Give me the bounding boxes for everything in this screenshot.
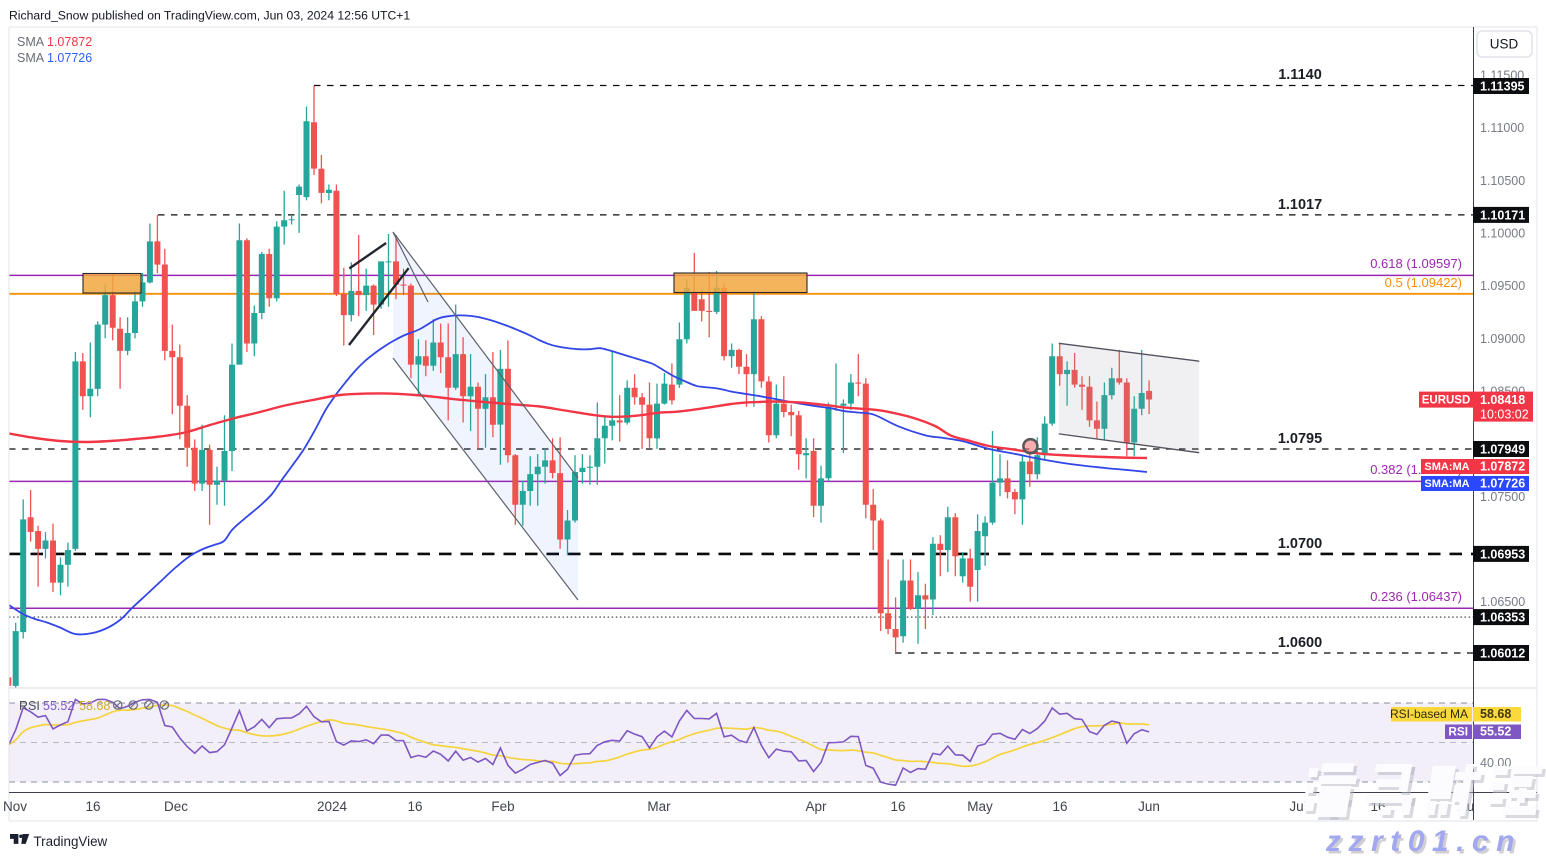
svg-text:1.10171: 1.10171 [1480, 208, 1525, 222]
svg-text:RSI-based MA: RSI-based MA [1390, 707, 1468, 721]
svg-text:Mar: Mar [647, 799, 671, 814]
svg-text:10:03:02: 10:03:02 [1480, 408, 1529, 422]
svg-text:1.06953: 1.06953 [1480, 547, 1525, 561]
svg-text:16: 16 [85, 799, 100, 814]
svg-text:1.07872: 1.07872 [47, 35, 92, 49]
svg-text:58.68: 58.68 [1480, 707, 1511, 721]
svg-text:Apr: Apr [805, 799, 827, 814]
svg-text:0.618 (1.09597): 0.618 (1.09597) [1370, 256, 1462, 271]
svg-text:SMA:MA: SMA:MA [1424, 478, 1469, 490]
svg-text:2024: 2024 [317, 799, 348, 814]
svg-text:USD: USD [1490, 37, 1519, 52]
svg-text:55.52: 55.52 [43, 699, 74, 713]
svg-text:zzrt01.cn: zzrt01.cn [1325, 825, 1522, 857]
svg-text:16: 16 [1052, 799, 1067, 814]
svg-text:1.10000: 1.10000 [1480, 226, 1525, 240]
svg-text:1.06500: 1.06500 [1480, 595, 1525, 609]
svg-text:Richard_Snow published on Trad: Richard_Snow published on TradingView.co… [9, 9, 410, 23]
svg-text:1.09000: 1.09000 [1480, 332, 1525, 346]
svg-text:58.68: 58.68 [79, 699, 110, 713]
svg-text:zzrt01.cn: zzrt01.cn [1328, 828, 1525, 858]
svg-text:1.0795: 1.0795 [1278, 431, 1322, 447]
svg-text:SMA:MA: SMA:MA [1424, 461, 1469, 473]
svg-text:RSI: RSI [19, 699, 40, 713]
svg-text:TradingView: TradingView [34, 834, 108, 849]
svg-text:1.06353: 1.06353 [1480, 611, 1525, 625]
svg-text:Dec: Dec [164, 799, 188, 814]
svg-text:0.5 (1.09422): 0.5 (1.09422) [1385, 275, 1462, 290]
svg-text:1.09500: 1.09500 [1480, 279, 1525, 293]
svg-text:1.0600: 1.0600 [1278, 635, 1322, 651]
svg-text:1.07949: 1.07949 [1480, 443, 1525, 457]
svg-text:55.52: 55.52 [1480, 725, 1511, 739]
svg-text:1.07726: 1.07726 [1480, 477, 1525, 491]
svg-text:16: 16 [407, 799, 422, 814]
svg-text:0.236 (1.06437): 0.236 (1.06437) [1370, 589, 1462, 604]
svg-text:Jul: Jul [1289, 799, 1306, 814]
svg-text:1.1017: 1.1017 [1278, 197, 1322, 213]
svg-text:Nov: Nov [3, 799, 27, 814]
svg-text:EURUSD: EURUSD [1422, 395, 1471, 407]
svg-text:1.0700: 1.0700 [1278, 536, 1322, 552]
svg-text:1.07500: 1.07500 [1480, 490, 1525, 504]
svg-text:SMA: SMA [17, 35, 45, 49]
svg-text:1.1140: 1.1140 [1278, 67, 1322, 83]
svg-text:May: May [967, 799, 993, 814]
svg-text:Feb: Feb [491, 799, 514, 814]
svg-text:1.07872: 1.07872 [1480, 460, 1525, 474]
svg-text:RSI: RSI [1448, 725, 1468, 739]
svg-text:1.11000: 1.11000 [1480, 121, 1524, 135]
svg-text:Jun: Jun [1138, 799, 1160, 814]
svg-text:1.06012: 1.06012 [1480, 647, 1525, 661]
svg-text:1.10500: 1.10500 [1480, 174, 1525, 188]
svg-text:1.11395: 1.11395 [1480, 80, 1525, 94]
svg-text:1.07726: 1.07726 [47, 51, 92, 65]
svg-text:1.08418: 1.08418 [1480, 393, 1525, 407]
svg-text:16: 16 [890, 799, 905, 814]
svg-text:SMA: SMA [17, 51, 45, 65]
